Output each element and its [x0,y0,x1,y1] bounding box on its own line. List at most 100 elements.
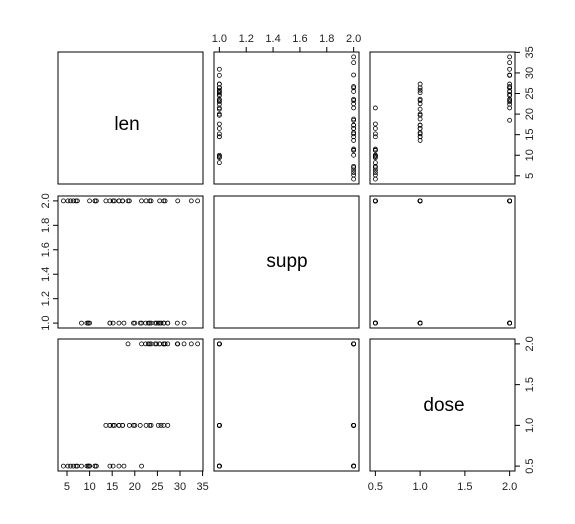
point-supp-vs-len [157,198,163,204]
point-supp-vs-len [110,320,116,326]
diagonal-label-supp: supp [266,251,307,272]
y-tick-label-dose: 1.5 [524,377,536,392]
point-len-vs-dose [372,105,378,111]
point-supp-vs-len [158,320,164,326]
point-len-vs-dose [417,101,423,107]
x-tick-label-dose: 1.0 [412,481,427,493]
point-supp-vs-len [165,320,171,326]
x-tick-label-dose: 0.5 [368,481,383,493]
x-tick-label-len: 5 [64,481,70,493]
point-len-vs-dose [507,60,513,66]
point-supp-vs-len [73,198,79,204]
point-len-vs-dose [372,167,378,173]
x-tick-label-len: 25 [151,481,163,493]
panel-len-dose [369,51,516,185]
y-tick-label-len: 35 [524,46,536,58]
point-supp-vs-len [148,198,154,204]
point-supp-vs-len [132,320,138,326]
point-dose-vs-len [139,463,144,469]
point-len-vs-supp [216,131,222,137]
point-len-vs-supp [351,165,357,170]
y-tick-label-supp: 1.2 [40,291,52,306]
y-tick-label-supp: 2.0 [40,193,52,208]
point-len-vs-dose [372,165,378,170]
point-dose-vs-len [165,422,171,428]
point-supp-vs-len [145,320,151,326]
point-dose-vs-len [132,422,138,428]
point-len-vs-dose [372,126,378,131]
point-supp-vs-len [92,198,98,204]
panel-dose-supp [213,338,360,472]
point-dose-vs-len [65,463,71,469]
point-dose-vs-len [116,463,122,469]
point-dose-vs-len [79,463,84,469]
x-tick-label-len: 15 [106,481,118,493]
x-tick-label-len: 35 [196,481,208,493]
point-dose-vs-supp [216,341,222,347]
diagonal-label-len: len [114,114,139,135]
point-dose-vs-supp [351,422,357,428]
point-supp-vs-len [139,198,144,204]
point-len-vs-supp [351,98,357,103]
point-len-vs-dose [507,117,513,123]
point-supp-vs-len [162,198,168,204]
point-supp-vs-len [137,320,143,326]
point-len-vs-supp [351,147,357,153]
point-supp-vs-len [112,198,117,204]
point-len-vs-supp [351,167,357,173]
point-supp-vs-len [154,320,159,326]
point-len-vs-supp [351,130,357,136]
y-tick-label-len: 20 [524,108,536,120]
panel-dose-len [57,338,204,472]
point-supp-vs-len [125,198,131,204]
point-supp-vs-len [152,320,158,326]
point-len-vs-supp [351,176,357,182]
point-dose-vs-len [60,463,66,469]
point-supp-vs-len [79,320,84,326]
point-supp-vs-len [65,198,71,204]
x-tick-label-dose: 2.0 [502,481,517,493]
point-dose-vs-len [107,422,113,428]
point-dose-vs-len [110,422,116,428]
point-supp-vs-dose [372,320,378,326]
y-tick-label-len: 10 [524,149,536,161]
point-dose-vs-len [147,422,153,428]
point-len-vs-dose [417,111,423,117]
point-len-vs-supp [351,170,357,175]
y-tick-label-dose: 0.5 [524,458,536,473]
point-supp-vs-len [143,320,149,326]
point-len-vs-supp [351,84,357,89]
point-supp-vs-len [161,320,167,326]
point-len-vs-dose [507,99,513,105]
point-len-vs-dose [372,154,378,159]
point-supp-vs-len [107,198,113,204]
x-tick-label-len: 10 [83,481,95,493]
point-len-vs-dose [372,147,378,153]
point-dose-vs-len [92,463,98,469]
point-dose-vs-len [110,463,116,469]
point-supp-vs-len [120,198,125,204]
point-dose-vs-len [121,463,127,469]
y-tick-label-dose: 1.0 [524,418,536,433]
point-supp-vs-len [195,198,201,204]
point-len-vs-dose [507,91,513,97]
point-supp-vs-dose [507,198,513,204]
point-dose-vs-len [120,422,125,428]
panel-dose-dose [369,338,516,472]
x-tick-label-supp: 2.0 [346,33,361,45]
y-tick-label-supp: 1.6 [40,242,52,257]
point-dose-vs-len [152,341,158,347]
point-dose-vs-len [131,422,136,428]
point-supp-vs-len [70,198,76,204]
point-len-vs-dose [372,160,378,166]
point-len-vs-supp [216,101,222,107]
x-tick-label-dose: 1.5 [457,481,472,493]
y-tick-label-len: 25 [524,87,536,99]
point-supp-vs-dose [417,198,423,204]
point-len-vs-supp [351,54,357,60]
y-tick-label-supp: 1.4 [40,267,52,282]
point-len-vs-supp [216,91,222,97]
point-len-vs-supp [216,160,222,166]
point-dose-vs-len [195,341,201,347]
panel-len-supp [213,51,360,185]
